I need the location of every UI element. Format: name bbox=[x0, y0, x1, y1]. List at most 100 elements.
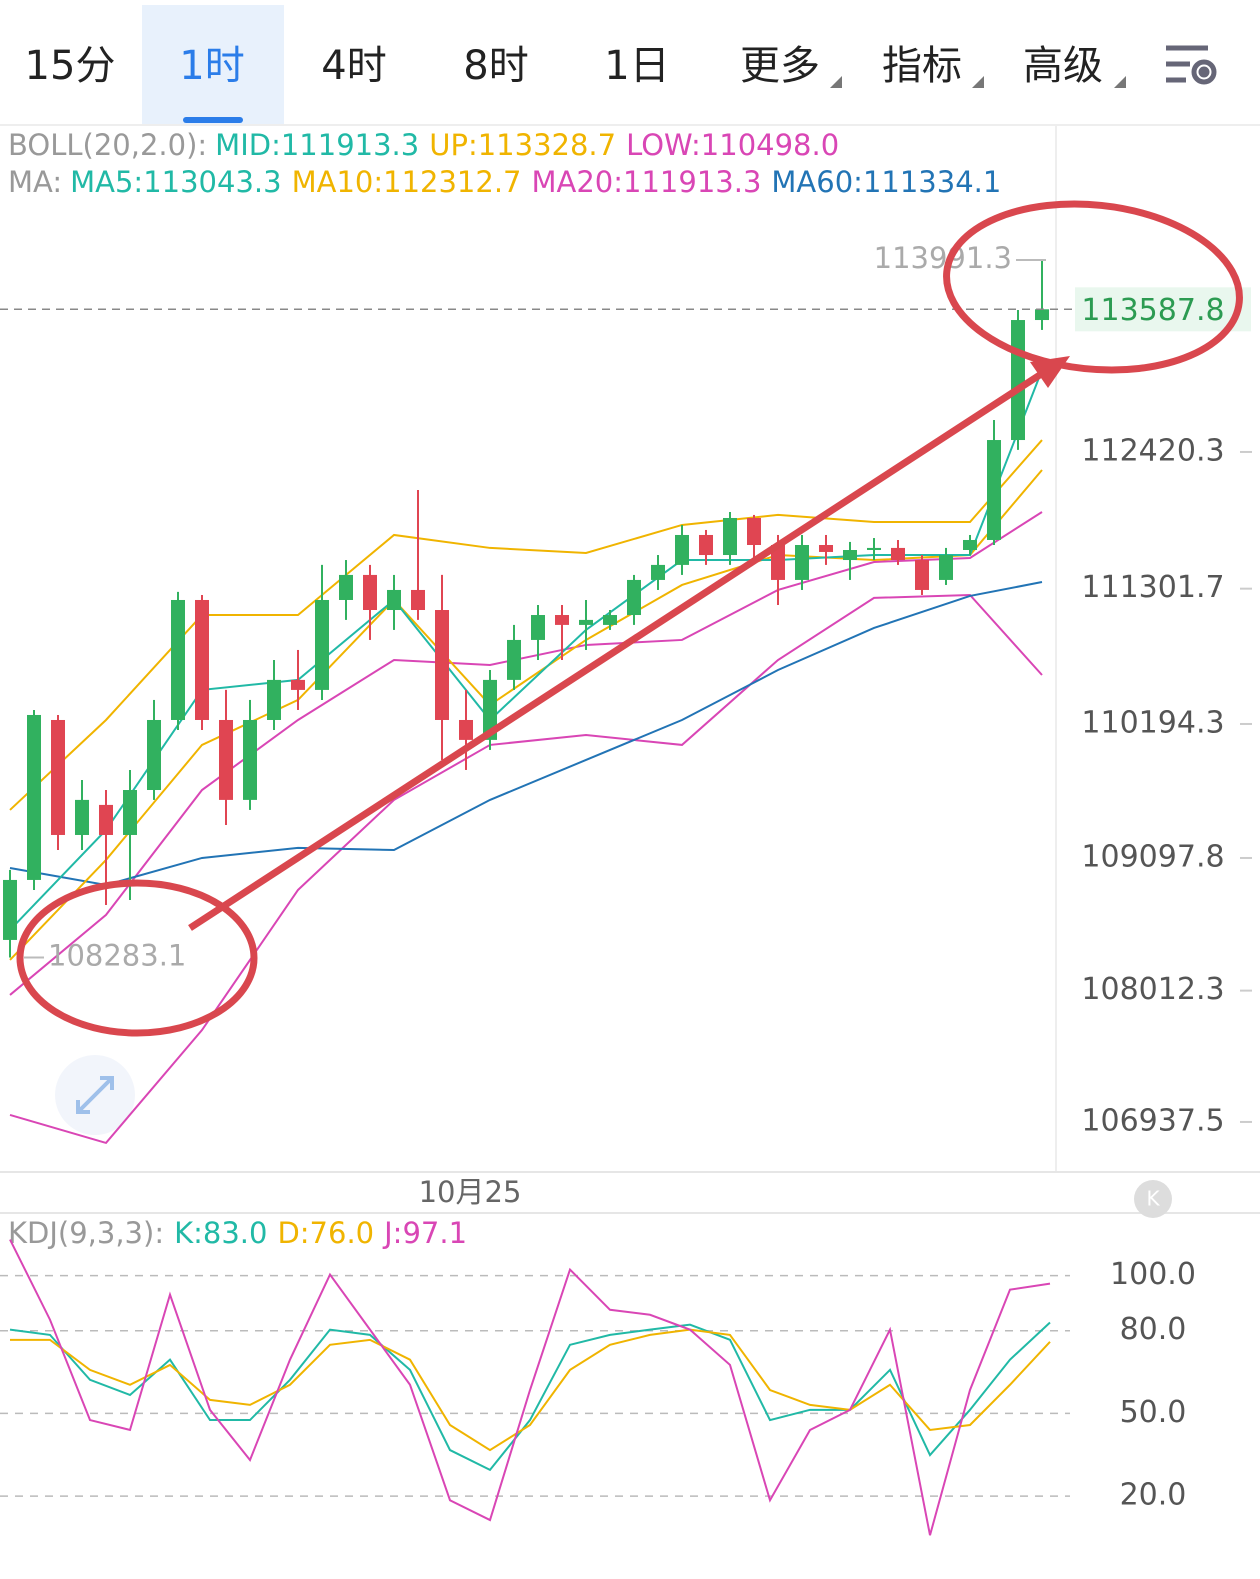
candle-body bbox=[411, 589, 425, 611]
candle-body bbox=[579, 619, 593, 625]
legend-item: MA60:111334.1 bbox=[771, 165, 1001, 199]
legend-label: BOLL(20,2.0): bbox=[8, 128, 207, 162]
candle-body bbox=[171, 599, 185, 720]
y-tick-label: 110194.3 bbox=[1081, 705, 1224, 740]
candle-body bbox=[243, 719, 257, 800]
legend-item: D:76.0 bbox=[277, 1216, 374, 1250]
legends: BOLL(20,2.0): MID:111913.3 UP:113328.7 LOW:… bbox=[8, 128, 1001, 199]
indicator-line bbox=[9, 469, 1043, 961]
legend-label: MA: bbox=[8, 165, 62, 199]
candle-body bbox=[819, 544, 833, 552]
tab[interactable]: 高级 bbox=[1023, 43, 1103, 89]
tab-highlight bbox=[142, 5, 284, 125]
candle-body bbox=[843, 550, 857, 561]
candle-body bbox=[627, 579, 641, 616]
candle-body bbox=[3, 879, 17, 940]
tab[interactable]: 1时 bbox=[179, 43, 244, 89]
candle-body bbox=[651, 564, 665, 580]
legend-row: MA: MA5:113043.3 MA10:112312.7 MA20:111913.… bbox=[8, 165, 1001, 199]
candle-body bbox=[675, 534, 689, 565]
kdj-line bbox=[9, 1239, 1051, 1536]
high-label: 113991.3 bbox=[874, 241, 1012, 275]
y-tick-label: 106937.5 bbox=[1081, 1103, 1224, 1138]
dropdown-arrows bbox=[830, 76, 1126, 88]
tab[interactable]: 更多 bbox=[740, 43, 820, 89]
legend-item: MID:111913.3 bbox=[215, 128, 419, 162]
indicator-line bbox=[9, 369, 1043, 931]
candle-body bbox=[27, 714, 41, 880]
candle-body bbox=[267, 679, 281, 720]
candle-body bbox=[75, 799, 89, 835]
candle-body bbox=[291, 679, 305, 690]
candle-body bbox=[315, 599, 329, 690]
candle-body bbox=[795, 544, 809, 580]
candle-body bbox=[771, 544, 785, 580]
candle-body bbox=[387, 589, 401, 611]
tab[interactable]: 15分 bbox=[25, 43, 116, 89]
y-tick-label: 20.0 bbox=[1120, 1478, 1187, 1513]
kdj-line bbox=[9, 1321, 1051, 1472]
candle-body bbox=[555, 615, 569, 625]
kdj-line bbox=[10, 1328, 1051, 1452]
collapse-button[interactable] bbox=[1134, 1180, 1172, 1218]
candle-body bbox=[915, 560, 929, 590]
tab[interactable]: 8时 bbox=[463, 43, 528, 89]
candle-body bbox=[987, 440, 1001, 540]
tab[interactable]: 4时 bbox=[321, 43, 386, 89]
candle-body bbox=[939, 555, 953, 580]
main-plot: 112420.3 111301.7 110194.3 109097.8 108012.3… bbox=[0, 241, 1252, 1145]
kdj-plot: KDJ(9,3,3): K:83.0 D:76.0 J:97.1 100.0 80.0 50… bbox=[0, 1216, 1196, 1536]
y-tick-label: 100.0 bbox=[1110, 1257, 1196, 1292]
candle-body bbox=[603, 615, 617, 625]
candle-body bbox=[747, 517, 761, 545]
y-tick-label: 50.0 bbox=[1120, 1395, 1187, 1430]
indicator-line bbox=[9, 439, 1043, 811]
candle-body bbox=[123, 790, 137, 835]
candle-body bbox=[195, 599, 209, 720]
legend-item: LOW:110498.0 bbox=[626, 128, 839, 162]
candle-body bbox=[219, 719, 233, 800]
legend-item: K:83.0 bbox=[174, 1216, 267, 1250]
candle-body bbox=[51, 719, 65, 835]
legend-item: MA5:113043.3 bbox=[70, 165, 281, 199]
candle-body bbox=[723, 517, 737, 556]
settings-icon[interactable] bbox=[1166, 45, 1217, 85]
candle-body bbox=[699, 534, 713, 556]
y-tick-label: 112420.3 bbox=[1081, 433, 1224, 468]
tab[interactable]: 指标 bbox=[882, 43, 962, 89]
y-tick-label: 108012.3 bbox=[1081, 972, 1224, 1007]
tab[interactable]: 1日 bbox=[604, 43, 669, 89]
last-price-badge bbox=[1075, 287, 1251, 332]
legend-item: UP:113328.7 bbox=[429, 128, 616, 162]
y-tick-label: 80.0 bbox=[1120, 1312, 1187, 1347]
legend-row: BOLL(20,2.0): MID:111913.3 UP:113328.7 LOW:… bbox=[8, 128, 839, 162]
legend-row: KDJ(9,3,3): K:83.0 D:76.0 J:97.1 bbox=[8, 1216, 467, 1250]
indicator-line bbox=[9, 593, 1043, 1145]
candle-body bbox=[339, 574, 353, 600]
x-label: 10月25 bbox=[419, 1175, 522, 1209]
y-tick-label: 111301.7 bbox=[1081, 570, 1224, 605]
candle-body bbox=[963, 539, 977, 551]
annotations bbox=[16, 200, 1243, 1037]
candle-body bbox=[459, 719, 473, 740]
candle-body bbox=[147, 719, 161, 791]
tab-underline bbox=[183, 117, 243, 123]
legend-label: KDJ(9,3,3): bbox=[8, 1216, 164, 1250]
candle-body bbox=[363, 574, 377, 611]
candle-body bbox=[1011, 320, 1025, 441]
y-tick-label: 109097.8 bbox=[1081, 839, 1224, 874]
expand-icon bbox=[76, 1076, 114, 1114]
legend-item: MA10:112312.7 bbox=[292, 165, 522, 199]
low-label: 108283.1 bbox=[48, 939, 186, 973]
last-price-label: 113587.8 bbox=[1081, 293, 1224, 328]
candle-body bbox=[99, 804, 113, 835]
candle-body bbox=[507, 639, 521, 680]
candle-body bbox=[1035, 309, 1049, 321]
candle-body bbox=[435, 610, 449, 720]
candle-body bbox=[891, 547, 905, 561]
legend-item: J:97.1 bbox=[382, 1216, 467, 1250]
candle-body bbox=[531, 615, 545, 640]
candle-body bbox=[483, 679, 497, 740]
legend-item: MA20:111913.3 bbox=[532, 165, 762, 199]
